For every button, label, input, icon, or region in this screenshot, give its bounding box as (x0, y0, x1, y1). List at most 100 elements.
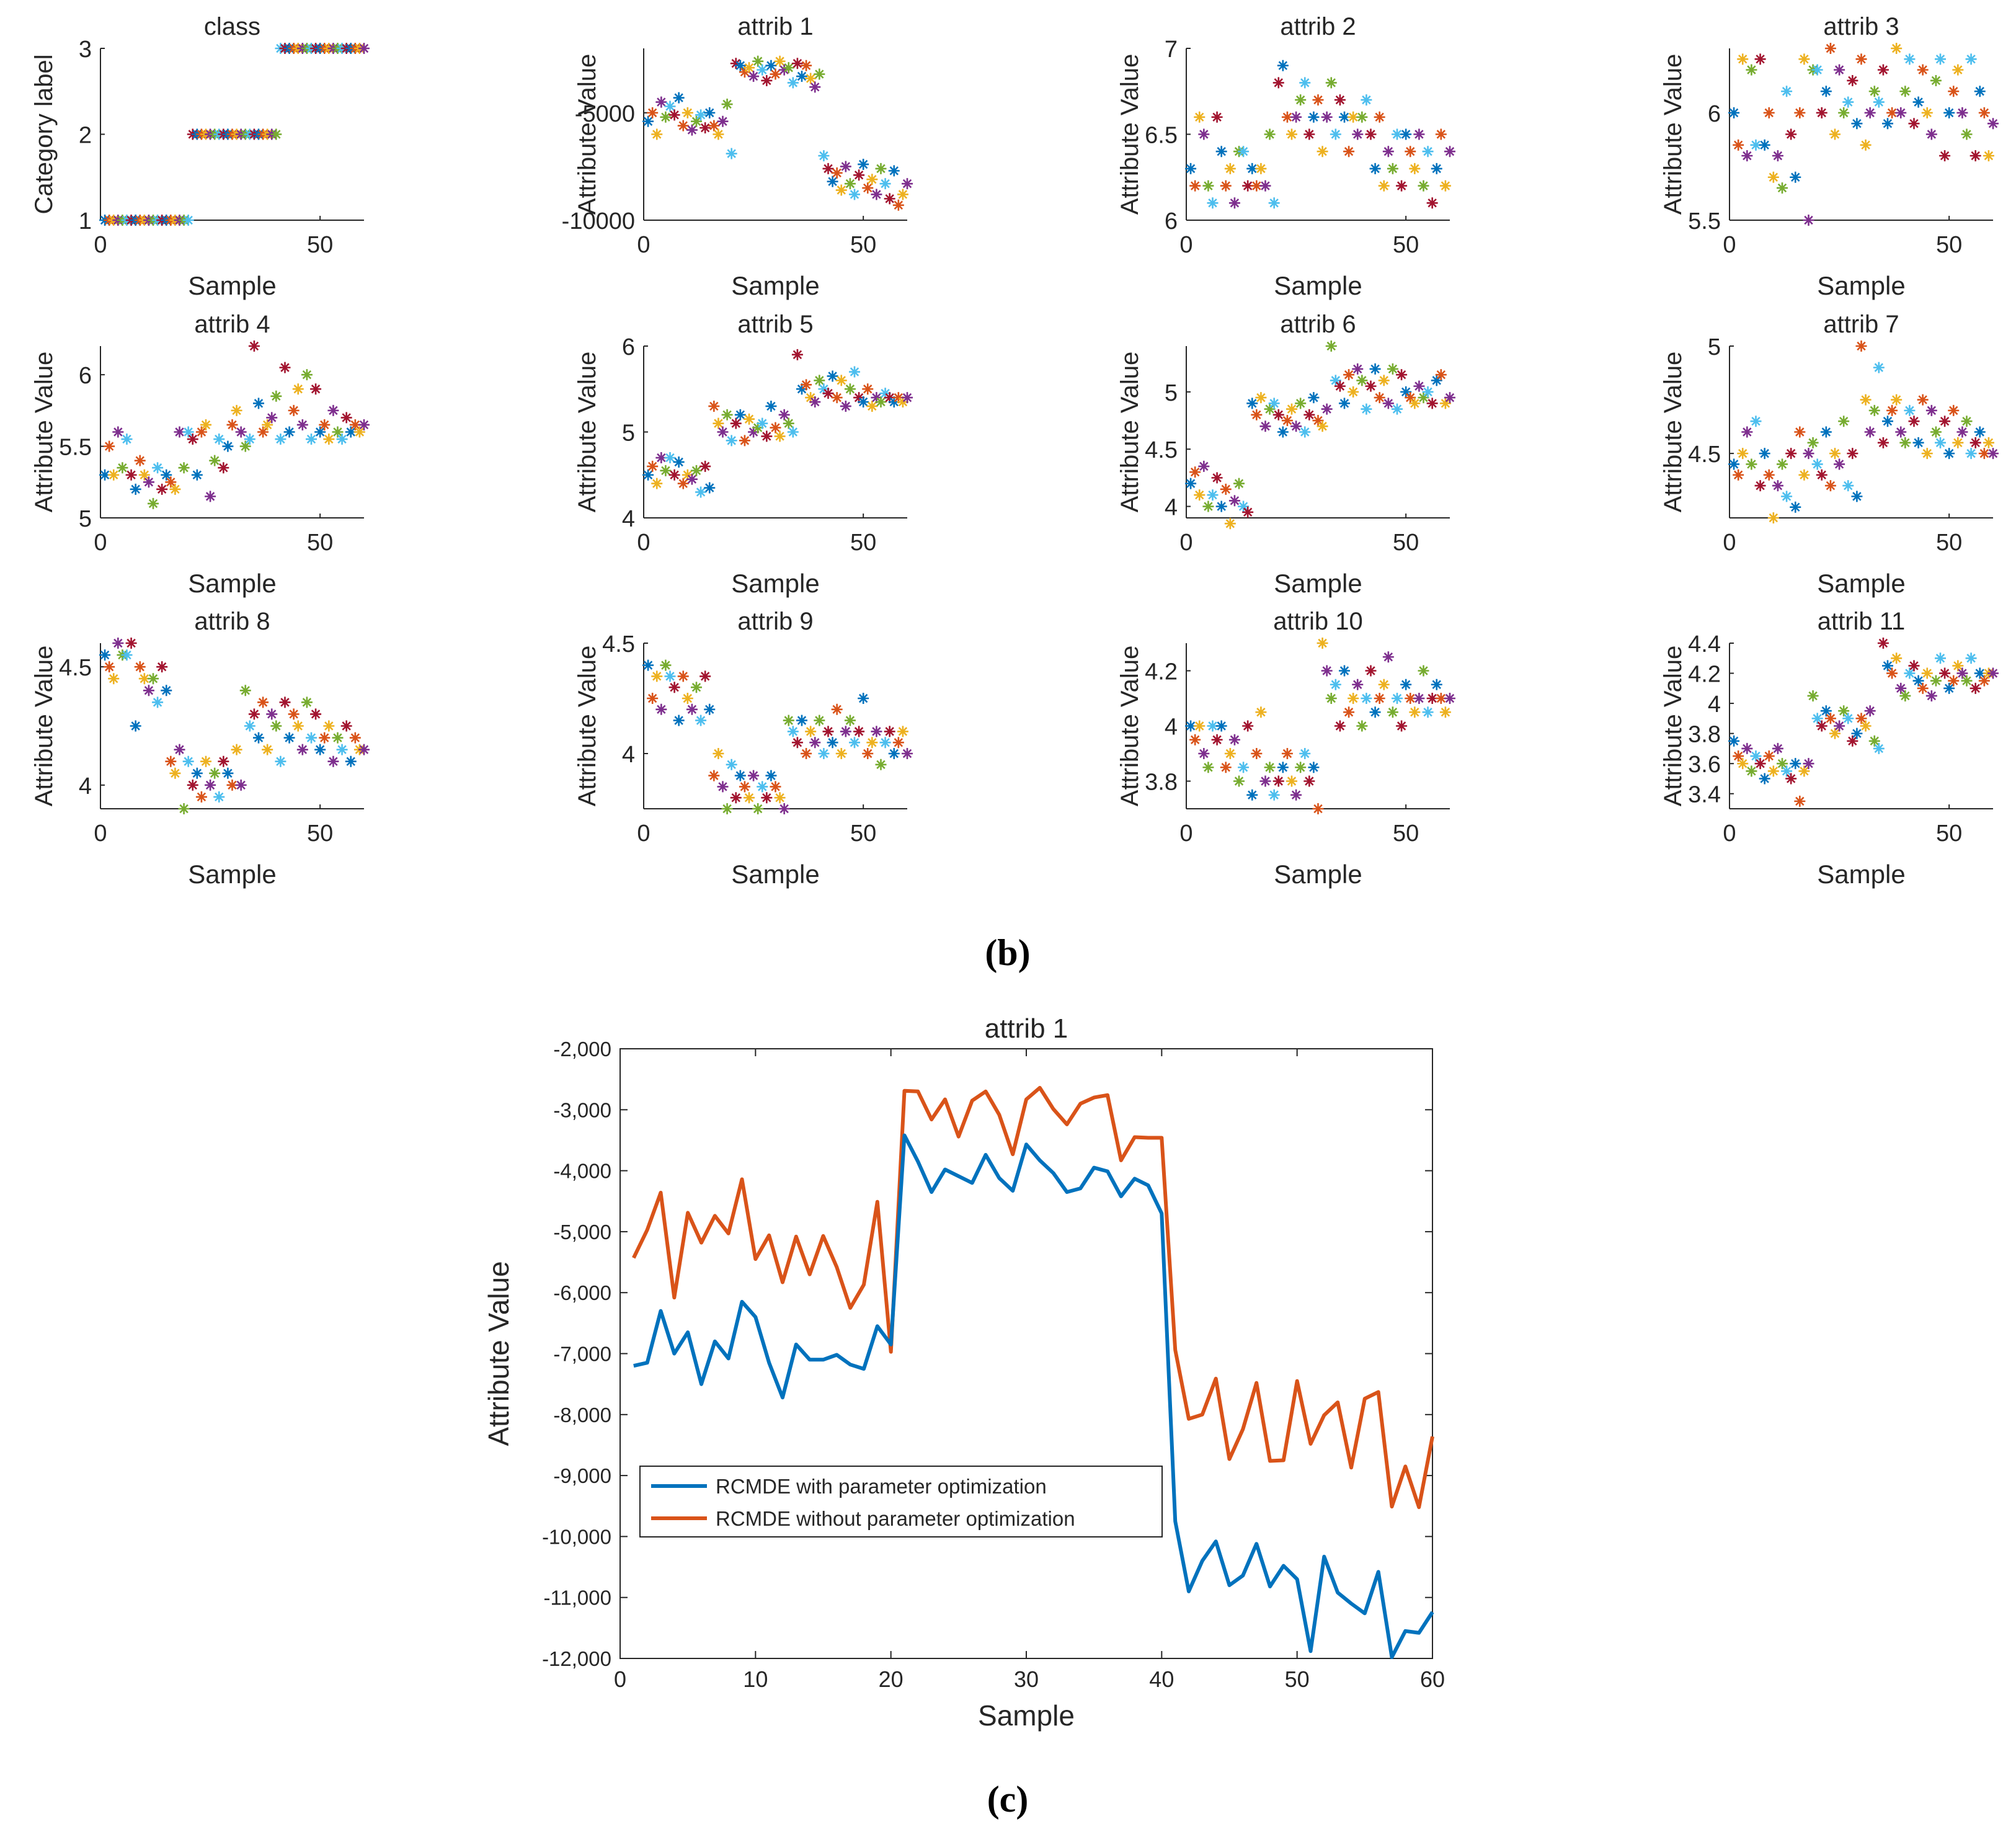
data-point (1895, 682, 1907, 694)
data-point (288, 404, 300, 416)
y-axis-label: Attribute Value (574, 352, 601, 512)
data-point (664, 100, 676, 112)
x-tick-label: 0 (1723, 530, 1736, 556)
data-point (1917, 64, 1929, 76)
data-point (871, 189, 882, 200)
data-point (1820, 705, 1832, 717)
y-tick-label: 5.5 (1688, 208, 1721, 234)
y-tick-label: 4 (1708, 692, 1721, 718)
data-point (1777, 458, 1788, 470)
data-point (187, 434, 198, 445)
y-tick-label: 5 (1165, 380, 1178, 406)
data-point (1369, 363, 1381, 375)
data-point (673, 456, 685, 468)
data-point (831, 392, 843, 404)
data-point (218, 462, 229, 474)
data-point (853, 169, 865, 181)
data-point (1965, 53, 1977, 65)
data-point (1233, 478, 1245, 489)
data-point (182, 426, 194, 438)
data-point (835, 748, 847, 759)
data-point (353, 426, 365, 438)
data-point (1272, 775, 1284, 787)
data-point (713, 128, 724, 140)
data-point (1413, 380, 1425, 392)
x-tick-label: 0 (1179, 232, 1192, 258)
data-point (182, 755, 194, 767)
data-point (704, 482, 716, 494)
data-point (130, 720, 141, 732)
y-axis-label: Attribute Value (574, 54, 601, 215)
data-point (1943, 107, 1955, 118)
data-point (1741, 742, 1753, 754)
y-axis-label: Attribute Value (1659, 54, 1687, 215)
y-tick-label: 4 (622, 742, 635, 768)
data-point (668, 109, 680, 121)
data-point (871, 726, 882, 737)
data-point (774, 430, 786, 442)
data-point (134, 455, 146, 466)
subplot-title: attrib 9 (737, 608, 813, 635)
data-point (871, 392, 882, 404)
data-point (1303, 409, 1315, 421)
data-point (783, 62, 794, 74)
data-point (1824, 480, 1836, 492)
x-axis-label: Sample (1274, 569, 1362, 598)
data-point (99, 649, 111, 661)
data-point (796, 714, 807, 726)
data-point (174, 426, 185, 438)
data-point (266, 412, 278, 424)
data-point (1392, 693, 1403, 704)
data-point (1418, 180, 1429, 192)
data-point (726, 759, 737, 770)
data-point (1961, 128, 1973, 140)
data-point (1185, 162, 1197, 174)
data-point (827, 370, 838, 382)
data-point (1290, 111, 1302, 123)
data-point (879, 388, 891, 399)
data-point (349, 732, 361, 744)
data-point (1422, 386, 1434, 398)
data-point (1952, 437, 1964, 448)
data-point (691, 682, 702, 693)
data-point (1264, 403, 1276, 415)
data-point (1374, 693, 1385, 704)
data-point (1974, 86, 1986, 97)
x-axis-label: Sample (978, 1699, 1075, 1732)
data-point (664, 452, 676, 464)
data-point (1211, 472, 1223, 484)
data-point (1877, 437, 1889, 448)
y-tick-label: -11,000 (544, 1586, 611, 1609)
data-point (704, 107, 716, 118)
data-point (1882, 416, 1893, 427)
data-point (717, 781, 729, 793)
data-point (148, 497, 159, 509)
y-tick-label: -7,000 (553, 1343, 611, 1366)
data-point (143, 476, 154, 488)
y-tick-label: 4 (1165, 714, 1178, 741)
data-point (1948, 675, 1960, 687)
x-tick-label: 50 (850, 232, 876, 258)
data-point (1816, 469, 1827, 481)
data-point (721, 409, 733, 421)
data-point (809, 81, 821, 93)
data-point (1321, 403, 1333, 415)
data-point (1965, 652, 1977, 664)
data-point (178, 803, 190, 814)
data-point (1251, 409, 1263, 421)
data-point (787, 426, 799, 438)
data-point (1259, 775, 1271, 787)
data-point (319, 732, 331, 744)
data-point (686, 703, 698, 715)
data-point (1321, 111, 1333, 123)
data-point (169, 483, 181, 495)
chart-title: attrib 1 (985, 1013, 1068, 1044)
data-point (805, 73, 817, 84)
data-point (1339, 665, 1350, 677)
data-point (835, 375, 847, 386)
data-point (178, 462, 190, 474)
data-point (1211, 734, 1223, 745)
y-tick-label: 3.4 (1688, 782, 1721, 808)
data-point (1312, 415, 1324, 427)
